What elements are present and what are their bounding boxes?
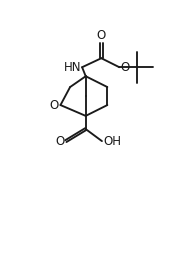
Text: O: O (121, 61, 130, 74)
Text: HN: HN (63, 61, 81, 74)
Text: O: O (56, 135, 65, 148)
Text: O: O (97, 29, 106, 42)
Text: OH: OH (103, 135, 121, 148)
Text: O: O (49, 99, 58, 111)
